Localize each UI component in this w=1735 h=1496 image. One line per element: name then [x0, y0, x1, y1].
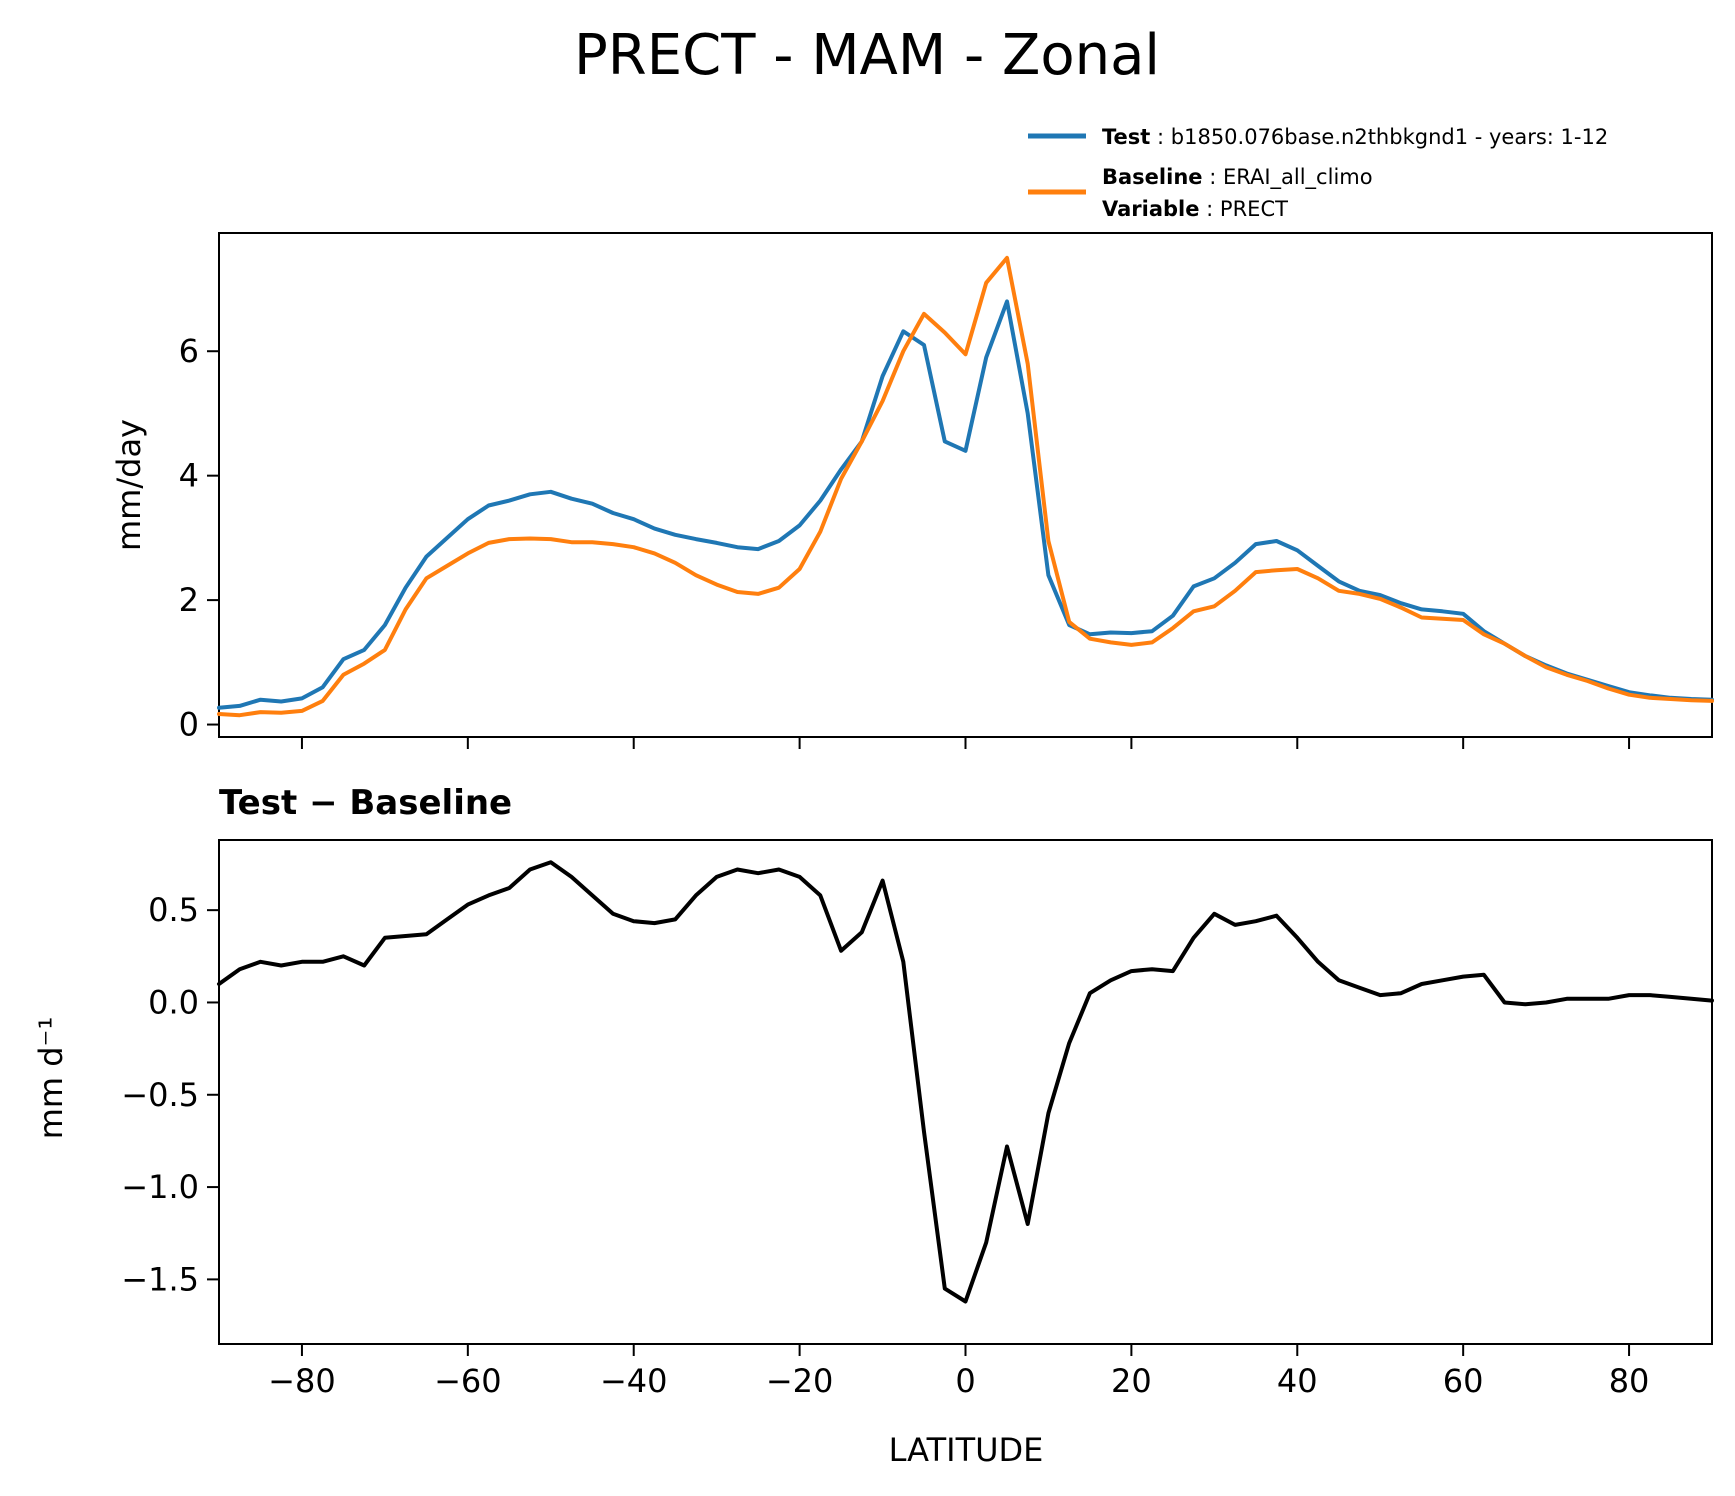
y-tick-label: 0 [179, 706, 199, 744]
legend-variable-value: PRECT [1220, 197, 1288, 221]
bottom-x-ticks: −80 −60 −40 −20 0 20 40 60 80 [268, 1344, 1649, 1400]
top-series [217, 255, 1714, 718]
bottom-axes: −80 −60 −40 −20 0 20 40 60 80 0.5 0.0 −0.5 −1.0 −1.5… [32, 839, 1714, 1469]
x-tick-label: −80 [268, 1362, 336, 1400]
x-tick-label: −20 [766, 1362, 834, 1400]
bottom-x-axis-label: LATITUDE [889, 1431, 1044, 1469]
x-tick-label: −40 [600, 1362, 668, 1400]
legend-variable-label: Variable [1102, 197, 1199, 221]
x-tick-label: 60 [1443, 1362, 1484, 1400]
top-axes-frame [218, 232, 1713, 738]
y-tick-label: 4 [179, 457, 199, 495]
y-tick-label: 6 [179, 332, 199, 370]
top-axes: 0 2 4 6 mm/day [110, 232, 1714, 749]
series-line-test [217, 299, 1714, 710]
series-line-baseline [217, 255, 1714, 718]
bottom-y-axis-label: mm d⁻¹ [32, 1017, 70, 1140]
legend-baseline-label: Baseline [1102, 165, 1203, 189]
diff-title: Test − Baseline [219, 783, 512, 823]
x-tick-label: 80 [1609, 1362, 1650, 1400]
legend-baseline-value: ERAI_all_climo [1223, 165, 1373, 190]
legend: Test : b1850.076base.n2thbkgnd1 - years:… [1028, 125, 1608, 221]
y-tick-label: 0.5 [148, 891, 199, 929]
y-tick-label: −1.0 [121, 1168, 199, 1206]
y-tick-label: −0.5 [121, 1076, 199, 1114]
legend-baseline-text: Baseline : ERAI_all_climo [1102, 165, 1373, 190]
figure-title: PRECT - MAM - Zonal [574, 23, 1160, 88]
top-x-ticks [300, 737, 1631, 749]
x-tick-label: 20 [1111, 1362, 1152, 1400]
x-tick-label: −60 [434, 1362, 502, 1400]
bottom-y-ticks: 0.5 0.0 −0.5 −1.0 −1.5 [121, 891, 219, 1298]
y-tick-label: 2 [179, 581, 199, 619]
top-y-ticks: 0 2 4 6 [179, 332, 219, 744]
x-tick-label: 0 [955, 1362, 975, 1400]
legend-test-value: b1850.076base.n2thbkgnd1 - years: 1-12 [1171, 125, 1608, 149]
legend-test-label: Test [1102, 125, 1150, 149]
series-line-test-baseline [217, 860, 1714, 1304]
top-y-axis-label: mm/day [110, 419, 148, 551]
x-tick-label: 40 [1277, 1362, 1318, 1400]
legend-test-text: Test : b1850.076base.n2thbkgnd1 - years:… [1102, 125, 1608, 149]
bottom-series [217, 860, 1714, 1304]
y-tick-label: 0.0 [148, 983, 199, 1021]
y-tick-label: −1.5 [121, 1260, 199, 1298]
legend-variable-text: Variable : PRECT [1102, 197, 1288, 221]
bottom-axes-frame [218, 839, 1713, 1345]
